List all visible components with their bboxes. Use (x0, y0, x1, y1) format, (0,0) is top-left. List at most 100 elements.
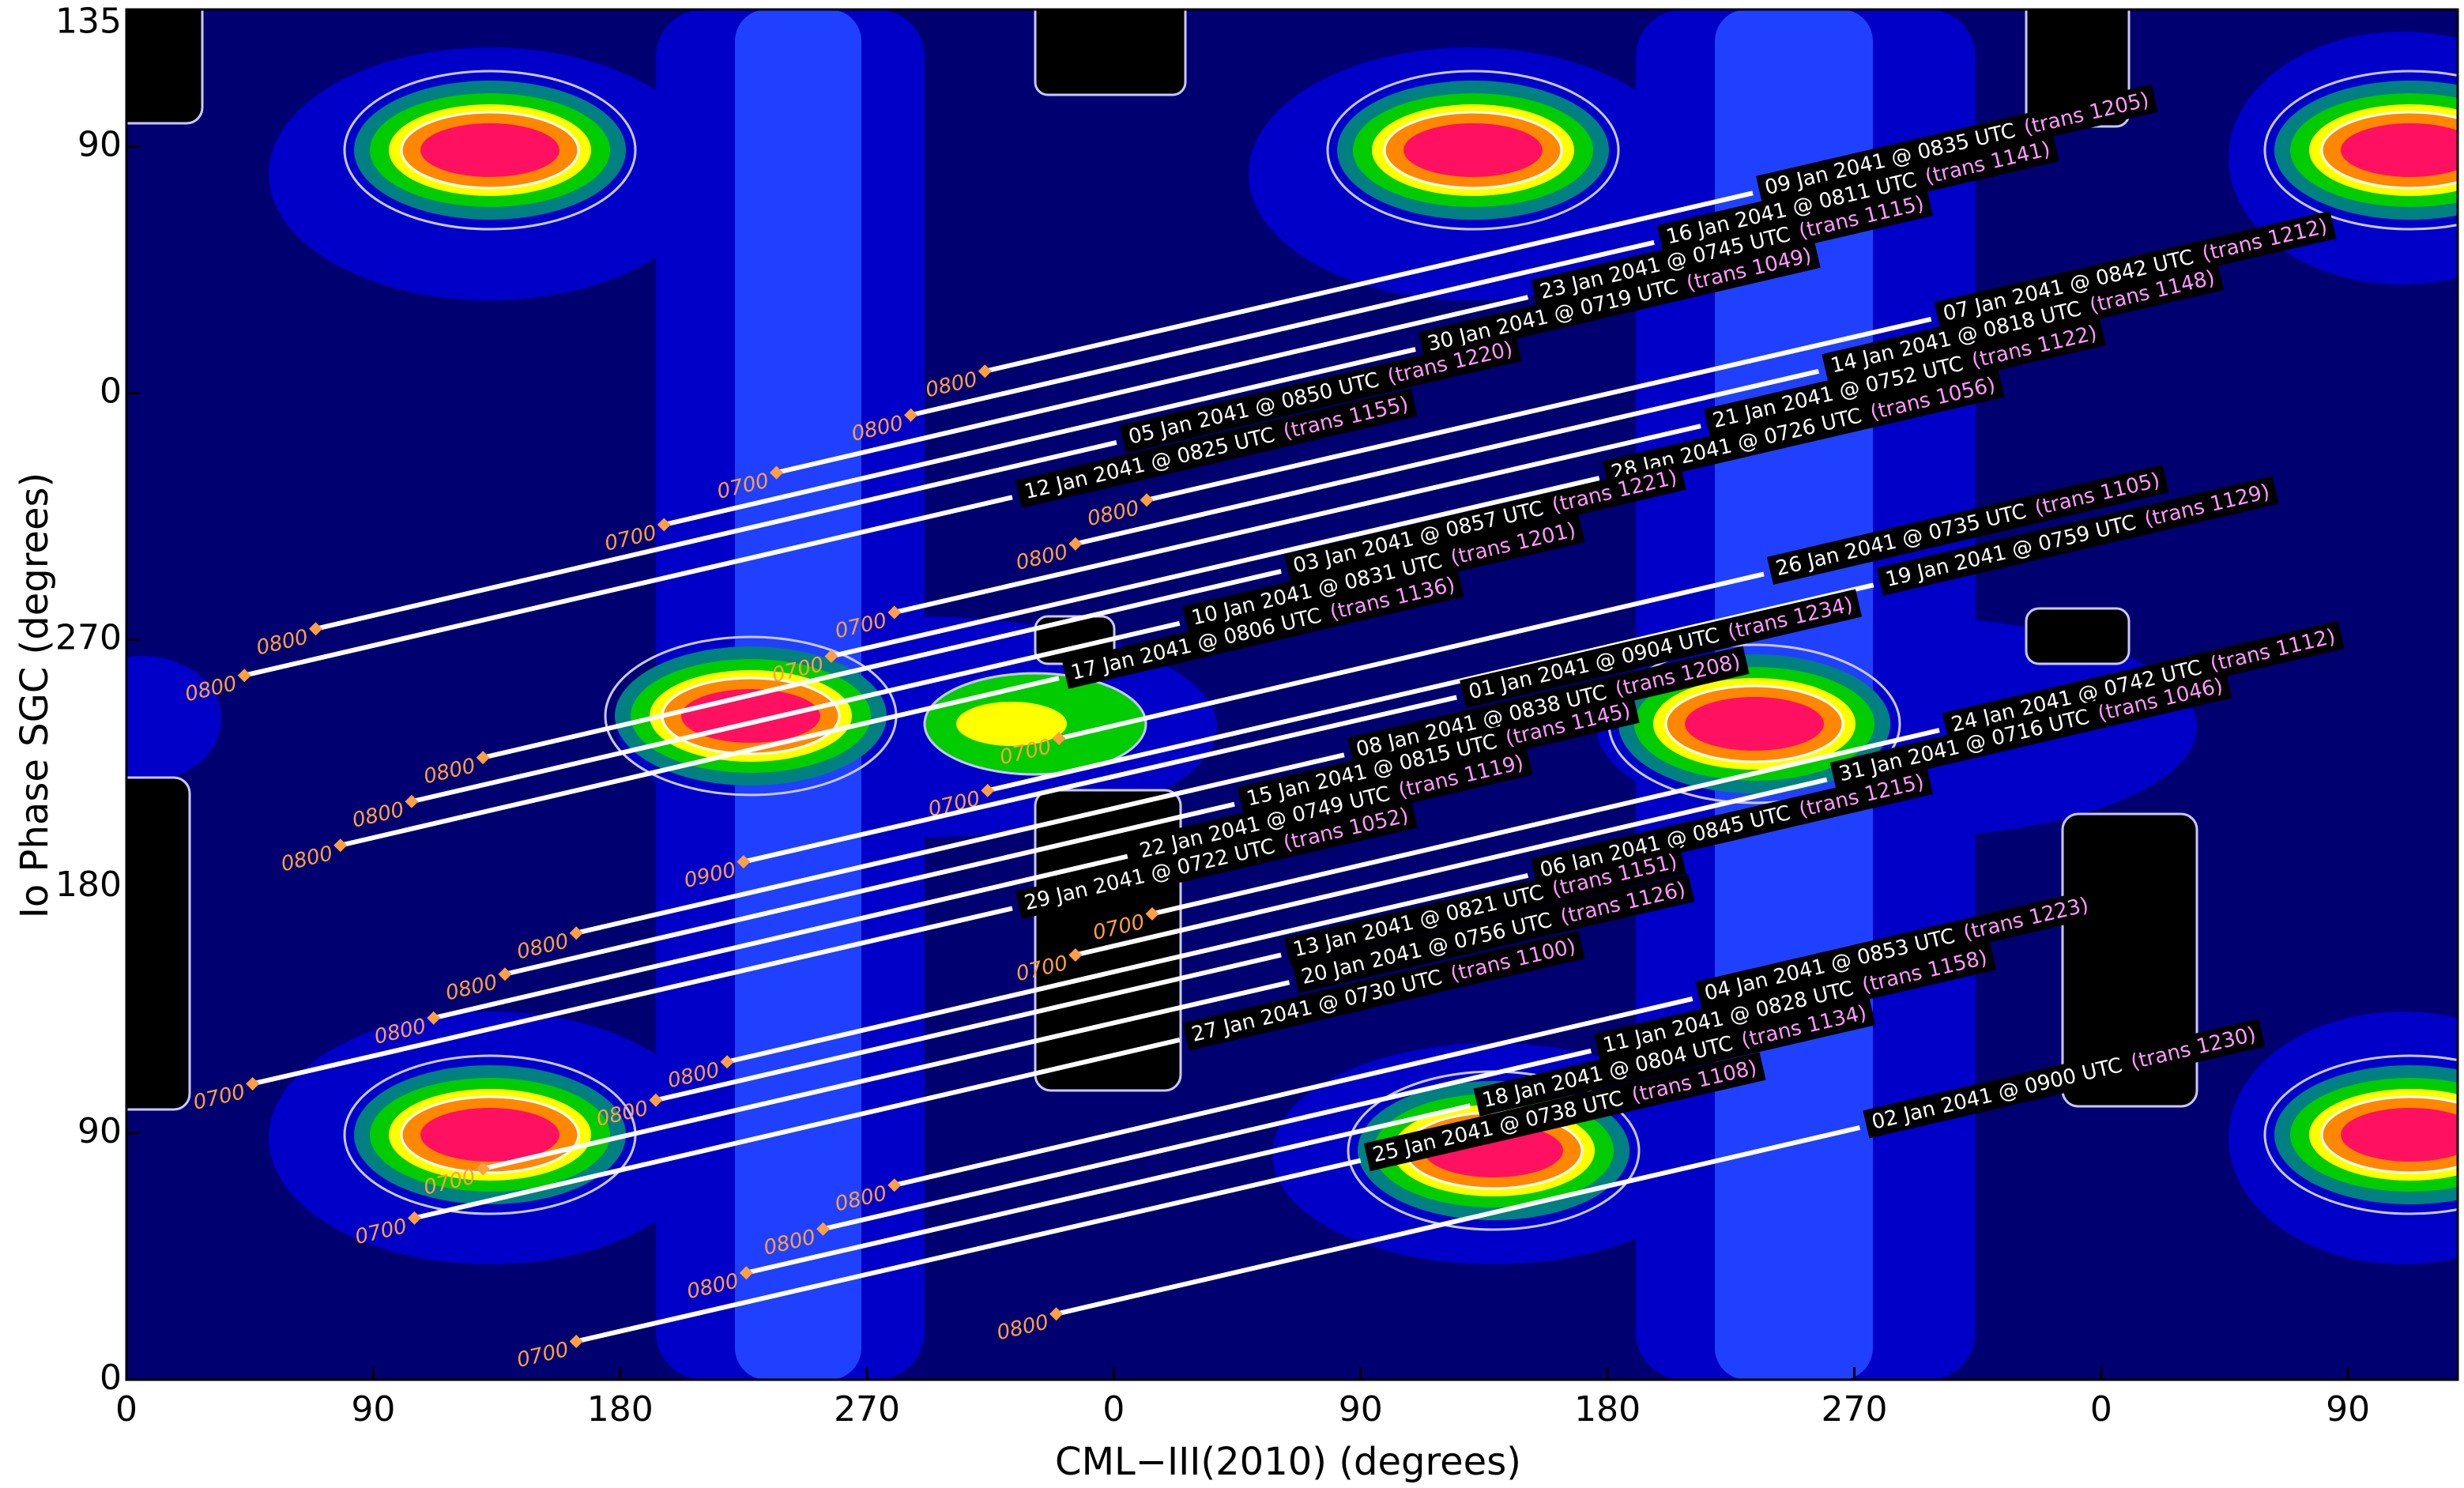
label-background (1238, 695, 1640, 816)
label-background (1418, 239, 1821, 360)
track-start (427, 1011, 441, 1025)
x-tick-label: 0 (2090, 1389, 2112, 1430)
y-tick-label: 135 (55, 1, 122, 41)
track-line (575, 1158, 1362, 1344)
label-background (1460, 589, 1863, 709)
x-tick-label: 270 (1821, 1389, 1887, 1430)
track-start (1068, 537, 1083, 551)
label-background (1015, 388, 1418, 508)
track-line (482, 980, 1290, 1171)
x-tick-label: 180 (1574, 1389, 1641, 1430)
track-line (663, 347, 1416, 527)
label-background (1363, 1052, 1766, 1172)
label-background (1594, 942, 1997, 1062)
label-background (1602, 369, 2005, 489)
label-background (1531, 187, 1934, 308)
track-start (1068, 947, 1083, 962)
label-background (1942, 620, 2345, 741)
label-background (1876, 476, 2279, 596)
x-tick-label: 180 (587, 1389, 654, 1430)
track-start (981, 783, 995, 797)
x-tick-label: 90 (1339, 1389, 1383, 1430)
label-background (1347, 646, 1750, 766)
track-start (887, 1178, 902, 1192)
track-start (720, 1055, 734, 1069)
track-line (315, 440, 1117, 631)
label-background (1182, 514, 1585, 635)
track-line (894, 996, 1694, 1188)
track-line (243, 495, 1013, 678)
label-background (1119, 333, 1522, 454)
track-start (649, 1093, 663, 1107)
track-start (1049, 1307, 1064, 1321)
label-background (1822, 262, 2225, 382)
track-line (251, 906, 1013, 1087)
plot-frame (125, 8, 2459, 1381)
y-tick-label: 0 (100, 1358, 122, 1398)
track-line (743, 695, 1457, 865)
label-background (1061, 569, 1464, 689)
track-line (1055, 1125, 1861, 1317)
track-start (498, 967, 512, 981)
track-line (775, 295, 1529, 476)
label-background (1863, 1019, 2266, 1139)
label-background (1755, 84, 2158, 204)
label-background (1934, 210, 2337, 330)
label-background (1704, 317, 2106, 437)
track-line (1151, 728, 1940, 917)
y-tick-label: 90 (77, 1111, 122, 1151)
label-background (1292, 873, 1695, 993)
y-axis-label: Io Phase SGC (degrees) (13, 473, 57, 918)
track-line (1146, 316, 1932, 503)
axes: 0 90 180 270 0 90 180 270 0 90 0 90 180 270 0 90 135 (55, 1, 2370, 1430)
track-line (984, 190, 1754, 374)
track-line (482, 569, 1282, 760)
track-start (237, 669, 251, 683)
track-line (726, 872, 1529, 1064)
track-line (504, 801, 1235, 977)
track-start (569, 1334, 583, 1348)
track-line (745, 1103, 1471, 1275)
y-tick-label: 180 (55, 865, 122, 905)
label-background (1182, 930, 1585, 1051)
track-start (770, 465, 784, 480)
label-background (1284, 461, 1686, 582)
track-line (433, 853, 1128, 1021)
track-start (824, 649, 838, 663)
track-start (657, 518, 671, 532)
track-start (476, 751, 490, 765)
label-background (1015, 800, 1418, 920)
x-tick-label: 0 (1102, 1389, 1125, 1430)
track-line (822, 1048, 1592, 1232)
label-background (1695, 889, 2098, 1010)
label-background (1531, 766, 1934, 887)
track-line (340, 676, 1060, 848)
track-line (894, 424, 1701, 615)
track-start (405, 794, 419, 808)
track-line (910, 239, 1655, 418)
track-start (1145, 906, 1159, 921)
label-background (1130, 747, 1533, 868)
label-background (1284, 846, 1686, 966)
y-tick-label: 0 (100, 371, 122, 412)
track-line (1058, 571, 1765, 741)
y-tick-label: 270 (55, 618, 122, 658)
x-tick-label: 90 (2326, 1389, 2370, 1430)
track-start (569, 926, 583, 940)
track-start (1052, 732, 1066, 745)
track-start (904, 408, 918, 422)
label-background (1473, 997, 1876, 1117)
track-line (575, 752, 1345, 936)
track-line (1075, 368, 1820, 547)
label-background (1829, 670, 2232, 791)
track-line (655, 952, 1282, 1103)
track-start (1140, 493, 1154, 507)
label-background (1766, 465, 2169, 585)
track-start (407, 1211, 421, 1225)
track-line (1075, 777, 1828, 958)
track-start (476, 1162, 490, 1176)
track-start (887, 605, 902, 620)
track-line (411, 620, 1181, 804)
x-axis-label: CML−III(2010) (degrees) (1055, 1440, 1521, 1484)
